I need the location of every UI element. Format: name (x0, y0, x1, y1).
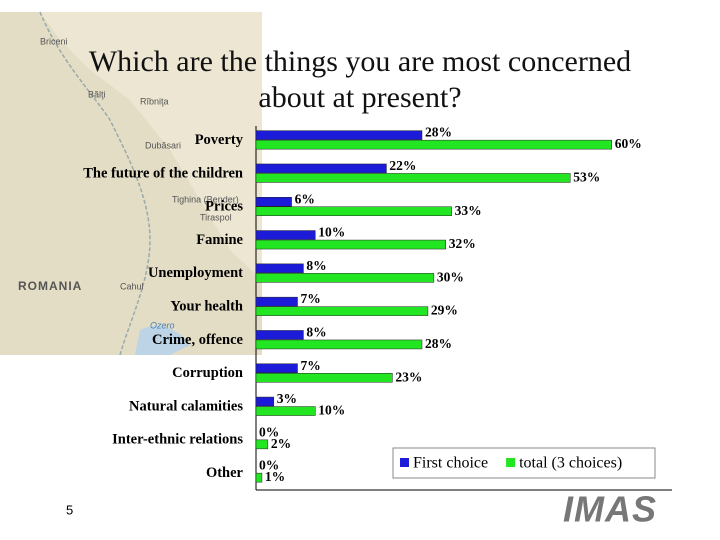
value-label: 60% (615, 136, 642, 151)
legend-swatch (506, 458, 516, 467)
map-label: Rîbniţa (140, 96, 169, 106)
map-label: Cahul (120, 281, 144, 291)
value-label: 28% (425, 125, 452, 140)
value-label: 0% (259, 458, 279, 473)
background-map: Briceni Bălţi Rîbniţa Dubăsari Tighina (… (0, 11, 262, 356)
category-label: Inter-ethnic relations (112, 432, 243, 448)
logo: IMAS (563, 489, 657, 530)
value-label: 8% (306, 258, 326, 273)
value-label: 28% (425, 336, 452, 351)
value-label: 1% (265, 469, 285, 484)
chart-title: Which are the things you are most concer… (88, 45, 632, 114)
bar (255, 263, 304, 274)
page-number: 5 (66, 502, 73, 517)
legend-label: total (3 choices) (519, 455, 622, 472)
map-water (135, 325, 190, 355)
bar (255, 363, 298, 373)
value-label: 7% (301, 291, 321, 306)
value-label: 2% (271, 436, 291, 451)
value-label: 0% (259, 424, 279, 439)
bar (255, 239, 446, 250)
map-label: Tighina (Bender) (172, 194, 239, 204)
map-label: Tiraspol (200, 212, 232, 222)
category-label: Your health (170, 298, 243, 314)
value-label: 8% (306, 325, 326, 340)
value-label: 3% (277, 391, 297, 406)
bar (255, 306, 429, 316)
map-land (0, 12, 262, 355)
value-label: 10% (318, 225, 345, 240)
bar (255, 406, 316, 416)
category-label: Corruption (172, 365, 243, 381)
map-label: ROMANIA (18, 279, 82, 293)
bar (255, 396, 275, 407)
map-label: Dubăsari (145, 140, 181, 150)
value-label: 10% (318, 403, 345, 418)
value-label: 6% (295, 191, 315, 206)
map-label: Ozero (150, 320, 175, 330)
bar (255, 163, 387, 174)
bar (255, 206, 452, 216)
bar (255, 130, 423, 140)
bar (255, 197, 292, 207)
value-label: 7% (301, 358, 321, 373)
bar (255, 296, 298, 307)
value-label: 23% (395, 369, 422, 384)
map-border (39, 11, 151, 356)
category-label: The future of the children (83, 165, 243, 181)
map-label: Briceni (40, 36, 68, 46)
category-label: Other (206, 465, 244, 481)
category-label: Poverty (195, 132, 244, 148)
legend-swatch (400, 458, 409, 467)
legend-label: First choice (413, 455, 488, 472)
bar (255, 273, 435, 283)
category-label: Prices (205, 199, 243, 215)
value-label: 53% (573, 170, 600, 185)
bar (255, 373, 393, 383)
bar (255, 139, 612, 150)
category-label: Unemployment (148, 265, 243, 281)
bar (255, 330, 304, 340)
value-label: 29% (431, 303, 458, 318)
value-label: 32% (449, 236, 476, 251)
bar (255, 230, 316, 240)
bar (255, 472, 263, 483)
bar (255, 173, 571, 183)
category-label: Crime, offence (152, 332, 244, 348)
bar (255, 439, 269, 450)
value-label: 30% (437, 269, 464, 284)
value-label: 22% (389, 158, 416, 173)
category-label: Famine (196, 232, 243, 248)
value-label: 33% (455, 203, 482, 218)
bar (255, 339, 423, 350)
category-label: Natural calamities (129, 398, 243, 414)
legend-box (392, 447, 656, 479)
map-label: Bălţi (88, 89, 106, 99)
